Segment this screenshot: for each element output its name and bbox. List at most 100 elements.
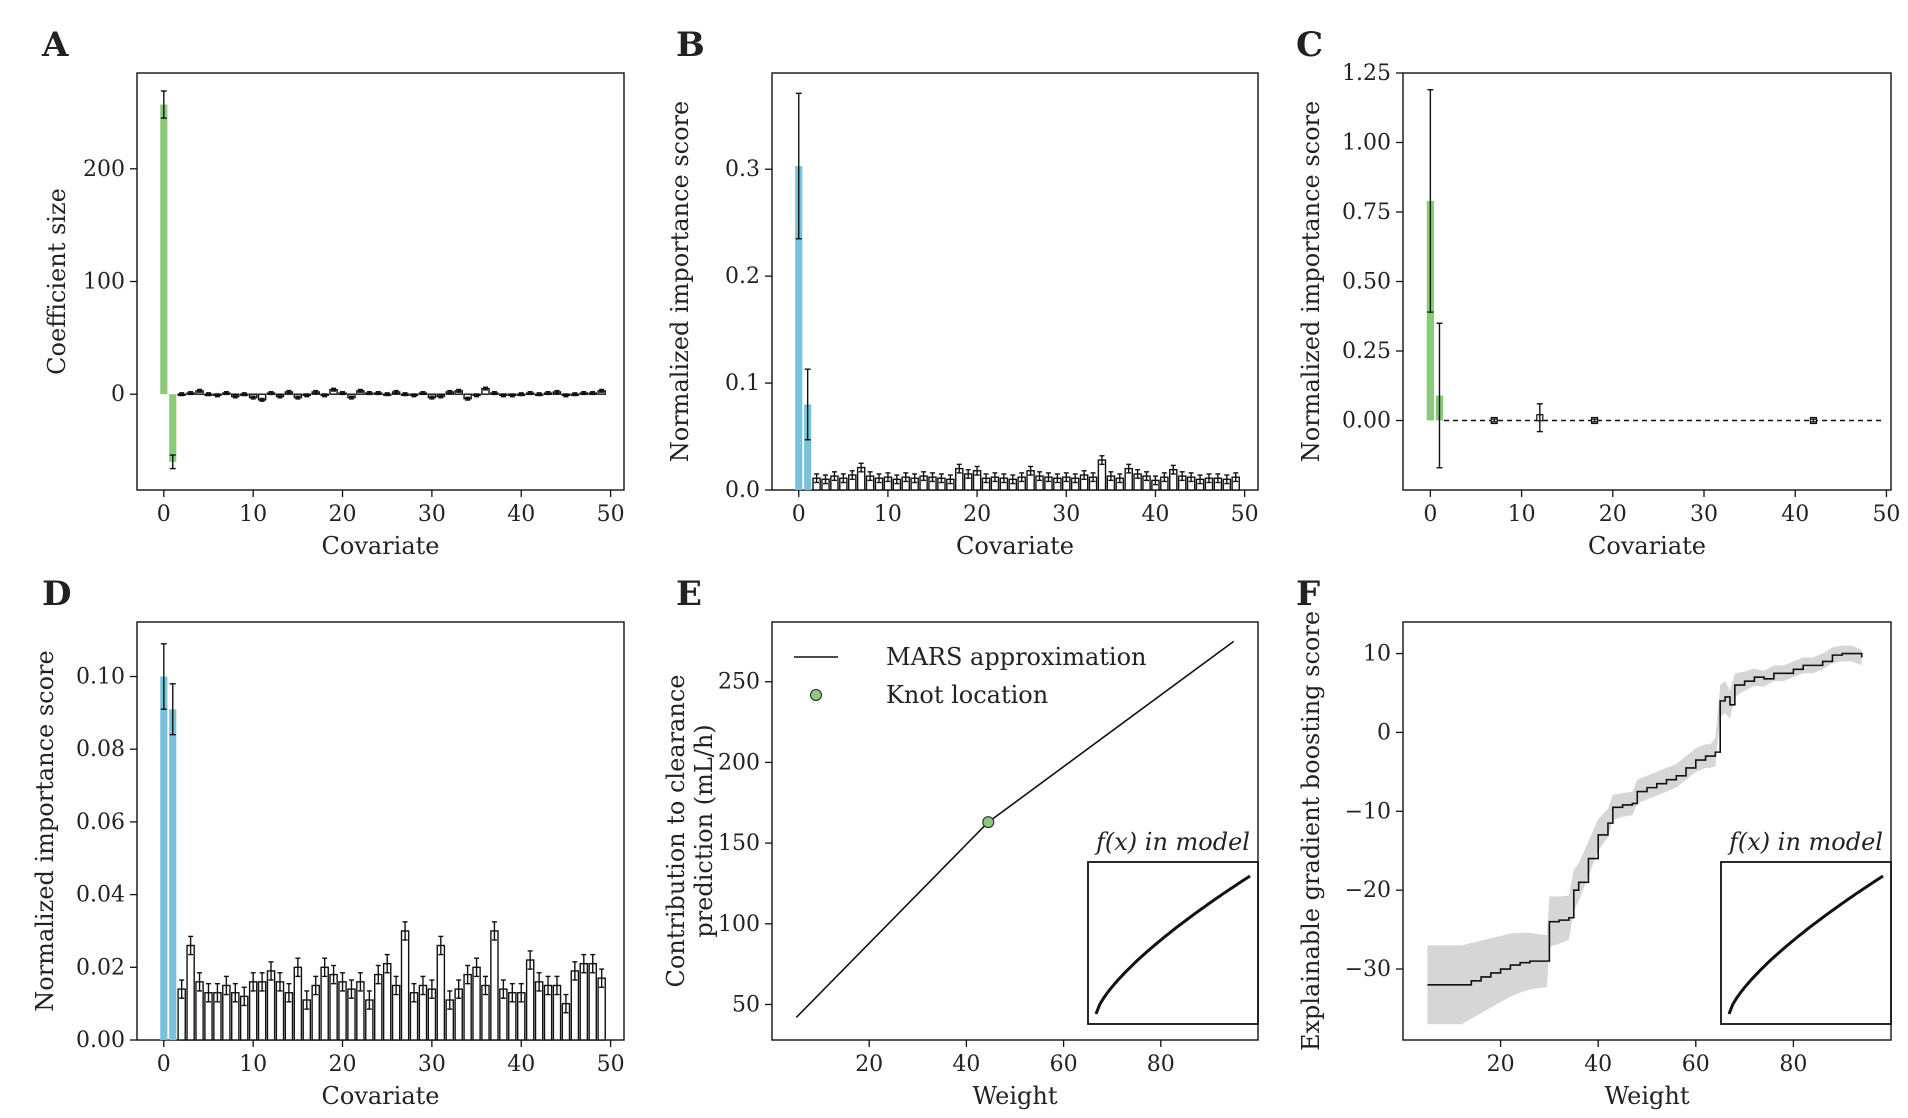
inset-label: f(x) in model <box>1094 828 1250 856</box>
x-tick-label: 20 <box>855 1052 883 1077</box>
y-tick-label: 200 <box>718 750 760 775</box>
x-tick-label: 50 <box>1231 502 1259 527</box>
plot-frame <box>771 621 1259 1041</box>
knot-marker <box>982 816 995 829</box>
bar <box>525 959 535 1041</box>
bar <box>490 930 499 1041</box>
x-tick-label: 20 <box>1487 1052 1515 1077</box>
bar <box>320 966 329 1041</box>
y-tick-label: 100 <box>83 270 125 295</box>
x-tick-label: 0 <box>157 502 171 527</box>
y-tick-label: 0.00 <box>76 1028 125 1053</box>
x-axis-label: Covariate <box>1588 532 1706 560</box>
x-tick-label: 10 <box>1508 502 1536 527</box>
bar <box>436 944 446 1041</box>
highlight-bar <box>169 709 177 1040</box>
bar <box>329 973 338 1041</box>
bar <box>463 973 472 1041</box>
x-tick-label: 80 <box>1779 1052 1807 1077</box>
x-tick-label: 40 <box>1141 502 1169 527</box>
x-tick-label: 20 <box>329 1052 357 1077</box>
panel-d: D 0 10 20 30 40 50 0.00 0.02 0.04 0.06 0.08 0.10 Cova… <box>31 574 625 1110</box>
panel-letter: E <box>676 574 702 614</box>
x-tick-label: 40 <box>507 1052 535 1077</box>
inset-curve <box>1727 874 1884 1015</box>
y-tick-label: 0 <box>111 382 125 407</box>
y-axis-label: Contribution to clearance <box>662 675 690 988</box>
highlight-bar <box>160 676 168 1040</box>
bar <box>472 966 481 1041</box>
bar <box>186 944 195 1041</box>
y-axis-label: Explainable gradient boosting score <box>1297 611 1325 1051</box>
x-tick-label: 20 <box>1599 502 1627 527</box>
panel-letter: B <box>676 25 705 65</box>
plot-frame <box>1402 72 1892 491</box>
x-axis-label: Covariate <box>322 1082 440 1110</box>
bar <box>570 970 580 1041</box>
x-tick-label: 30 <box>1690 502 1718 527</box>
y-tick-label: 100 <box>718 912 760 937</box>
y-tick-label: −20 <box>1345 878 1391 903</box>
y-tick-label: 0.02 <box>76 955 125 980</box>
highlight-bar <box>804 404 812 490</box>
panel-e: E 20 40 60 80 50 100 150 200 250 Weight Contributio… <box>662 574 1259 1110</box>
highlight-bar <box>160 104 168 395</box>
bar <box>293 966 303 1041</box>
y-tick-label: 1.00 <box>1342 131 1391 156</box>
y-tick-label: 0.0 <box>725 478 760 503</box>
bar <box>266 970 276 1041</box>
x-tick-label: 50 <box>597 502 625 527</box>
x-tick-label: 60 <box>1682 1052 1710 1077</box>
bar <box>400 930 410 1041</box>
x-tick-label: 0 <box>792 502 806 527</box>
highlight-bar <box>795 166 803 490</box>
x-tick-label: 60 <box>1050 1052 1078 1077</box>
y-tick-label: 50 <box>732 992 760 1017</box>
y-tick-label: 0.10 <box>76 665 125 690</box>
panel-letter: C <box>1296 25 1323 65</box>
bar <box>588 962 597 1041</box>
y-axis-label: Normalized importance score <box>1297 101 1325 462</box>
y-tick-label: 0.04 <box>76 883 125 908</box>
y-tick-label: 0.75 <box>1342 200 1391 225</box>
x-tick-label: 0 <box>157 1052 171 1077</box>
bar <box>373 973 383 1041</box>
x-tick-label: 30 <box>418 1052 446 1077</box>
y-tick-label: 150 <box>718 831 760 856</box>
y-tick-label: 200 <box>83 157 125 182</box>
x-tick-label: 50 <box>1872 502 1900 527</box>
x-tick-label: 20 <box>329 502 357 527</box>
y-tick-label: 1.25 <box>1342 61 1391 86</box>
panel-c: C 0 10 20 30 40 50 0.00 0.25 0.50 0.75 1.00 1.25 Cova… <box>1296 25 1900 560</box>
legend-label: MARS approximation <box>886 643 1147 671</box>
y-tick-label: 0.06 <box>76 810 125 835</box>
panel-letter: D <box>42 574 71 614</box>
y-tick-label: 0.08 <box>76 737 125 762</box>
panel-b: B 0 10 20 30 40 50 0.0 0.1 0.2 0.3 Covariate Normali… <box>666 25 1259 560</box>
plot-frame <box>1402 621 1892 1041</box>
bar <box>382 962 392 1041</box>
y-tick-label: 0 <box>1377 720 1391 745</box>
x-tick-label: 30 <box>1052 502 1080 527</box>
panel-f: F 20 40 60 80 −30 −20 −10 0 10 Weight Explainable g… <box>1296 574 1892 1110</box>
series-line <box>1427 652 1863 986</box>
y-axis-label: Normalized importance score <box>666 101 694 462</box>
x-axis-label: Weight <box>972 1082 1057 1110</box>
x-tick-label: 40 <box>507 502 535 527</box>
confidence-band <box>1427 645 1862 1025</box>
highlight-bar <box>169 394 177 462</box>
panel-a: A 0 10 20 30 40 50 0 100 200 Covariate Coefficient … <box>41 25 625 560</box>
y-tick-label: 250 <box>718 670 760 695</box>
x-tick-label: 40 <box>1584 1052 1612 1077</box>
x-axis-label: Weight <box>1604 1082 1689 1110</box>
y-tick-label: 0.00 <box>1342 409 1391 434</box>
x-tick-label: 10 <box>874 502 902 527</box>
x-tick-label: 50 <box>597 1052 625 1077</box>
x-tick-label: 10 <box>239 1052 267 1077</box>
bar <box>579 962 589 1041</box>
x-tick-label: 0 <box>1423 502 1437 527</box>
y-tick-label: −10 <box>1345 799 1391 824</box>
plot-frame <box>136 72 625 491</box>
inset-label: f(x) in model <box>1727 828 1883 856</box>
